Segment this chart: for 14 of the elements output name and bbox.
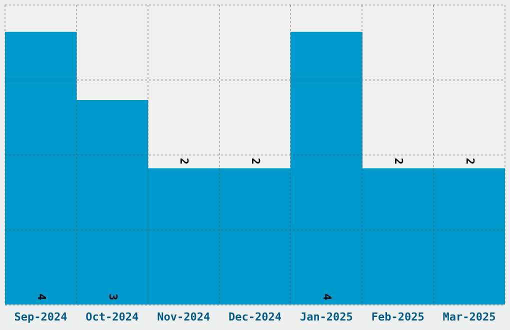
data-label: 2 [249, 158, 262, 165]
x-tick-label: Jan-2025 [300, 310, 353, 324]
data-label: 3 [106, 294, 120, 300]
data-label: 4 [320, 294, 334, 301]
x-tick-label: Sep-2024 [14, 310, 68, 324]
data-label: 2 [463, 158, 476, 165]
data-label: 2 [392, 158, 405, 165]
x-tick-label: Dec-2024 [228, 310, 282, 324]
data-label: 4 [34, 294, 48, 301]
x-tick-label: Nov-2024 [157, 310, 210, 324]
x-tick-label: Oct-2024 [86, 310, 140, 324]
x-tick-label: Feb-2025 [371, 310, 424, 324]
data-label: 2 [178, 158, 191, 165]
x-tick-label: Mar-2025 [442, 310, 496, 324]
